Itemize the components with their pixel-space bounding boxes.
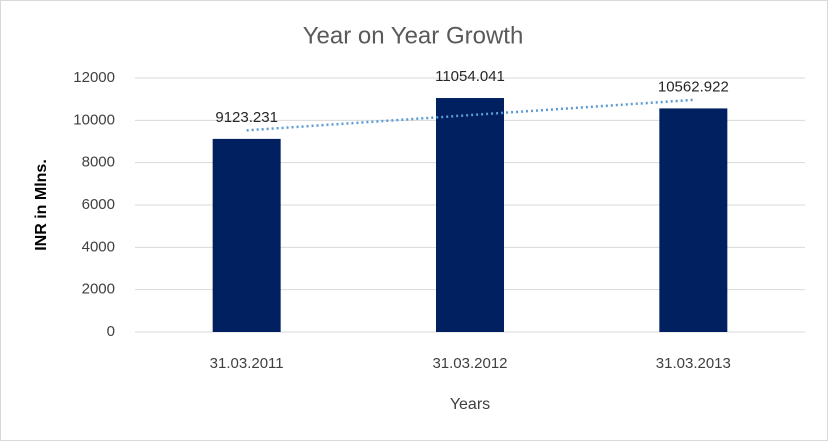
bar	[212, 138, 281, 332]
y-axis-title: INR in Mlns.	[33, 159, 50, 251]
y-tick-label: 12000	[73, 69, 115, 86]
x-tick-label: 31.03.2011	[210, 355, 284, 372]
value-label: 11054.041	[435, 68, 505, 85]
x-tick-label: 31.03.2013	[656, 355, 731, 372]
y-tick-label: 0	[107, 323, 115, 340]
x-tick-label: 31.03.2012	[432, 355, 507, 372]
y-tick-label: 6000	[82, 196, 115, 213]
y-tick-label: 10000	[73, 111, 115, 128]
x-axis-title: Years	[450, 396, 490, 413]
y-tick-label: 8000	[82, 154, 115, 171]
bar	[436, 98, 504, 332]
y-tick-label: 2000	[82, 281, 115, 298]
y-tick-label: 4000	[82, 238, 115, 255]
bar	[659, 108, 728, 332]
value-label: 9123.231	[215, 109, 278, 126]
value-label: 10562.922	[658, 78, 729, 95]
chart-title: Year on Year Growth	[303, 22, 524, 49]
